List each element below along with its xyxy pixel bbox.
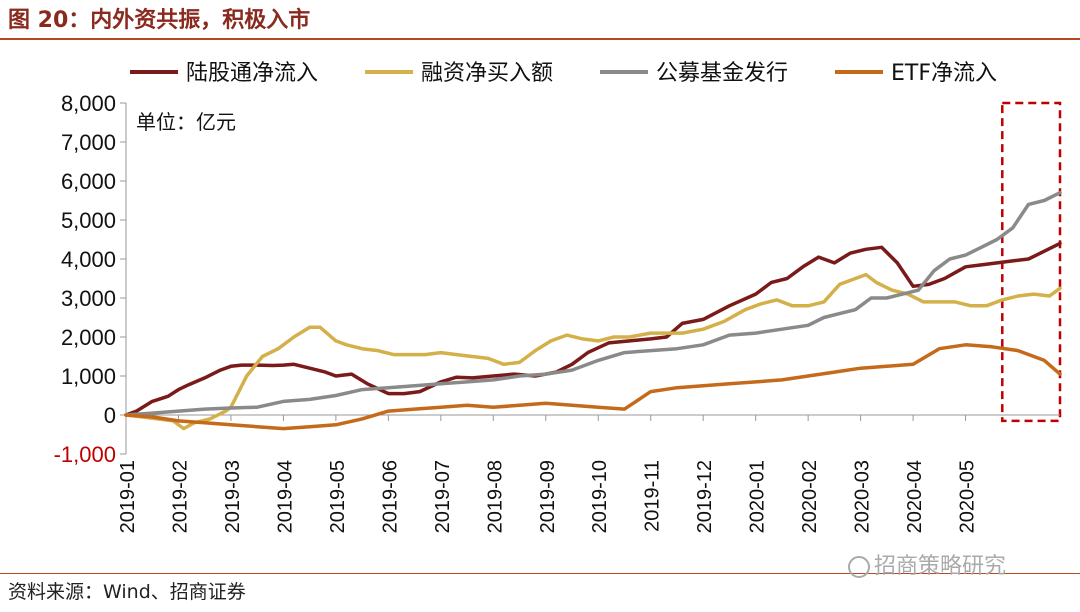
x-tick-label: 2019-03 — [222, 460, 244, 533]
chart-axes: 8,000 7,000 6,000 5,000 4,000 3,000 2,000 1,000… — [54, 91, 1060, 533]
unit-label: 单位：亿元 — [136, 110, 236, 134]
series-line-1 — [124, 241, 1062, 417]
y-tick-label: 3,000 — [61, 286, 116, 311]
chart-series — [124, 190, 1062, 431]
y-tick-label: 8,000 — [61, 91, 116, 116]
title-rule — [0, 38, 1080, 40]
x-tick-label: 2020-05 — [957, 460, 979, 533]
chart-legend: 陆股通净流入 融资净买入额 公募基金发行 ETF净流入 — [130, 61, 997, 86]
legend-label-4: ETF净流入 — [891, 61, 997, 86]
y-tick-label: 1,000 — [61, 364, 116, 389]
y-tick-label: 0 — [104, 403, 116, 428]
x-tick-label: 2020-01 — [747, 460, 769, 533]
x-tick-label: 2020-03 — [852, 460, 874, 533]
x-tick-label: 2020-02 — [799, 460, 821, 533]
y-tick-label: 4,000 — [61, 247, 116, 272]
x-tick-label: 2019-11 — [642, 460, 664, 532]
source-note: 资料来源：Wind、招商证券 — [8, 581, 246, 603]
x-tick-label: 2019-01 — [117, 460, 139, 533]
legend-label-3: 公募基金发行 — [656, 61, 788, 86]
legend-label-1: 陆股通净流入 — [186, 61, 318, 86]
watermark-text: 招商策略研究 — [874, 554, 1007, 579]
x-tick-label: 2019-06 — [379, 460, 401, 533]
x-tick-label: 2019-04 — [274, 460, 296, 533]
legend-label-2: 融资净买入额 — [421, 61, 553, 86]
x-tick-label: 2019-08 — [484, 460, 506, 533]
x-tick-label: 2019-02 — [169, 460, 191, 533]
x-tick-label: 2019-05 — [327, 460, 349, 533]
y-tick-label: 2,000 — [61, 325, 116, 350]
figure-title: 图 20：内外资共振，积极入市 — [8, 8, 311, 33]
x-tick-label: 2019-12 — [694, 460, 716, 533]
bottom-rule — [0, 573, 1080, 574]
y-tick-label: -1,000 — [54, 442, 116, 467]
y-tick-label: 7,000 — [61, 130, 116, 155]
x-tick-label: 2019-09 — [537, 460, 559, 533]
x-tick-label: 2019-10 — [589, 460, 611, 533]
series-line-3 — [124, 190, 1062, 417]
y-tick-label: 5,000 — [61, 208, 116, 233]
x-tick-label: 2019-07 — [432, 460, 454, 533]
watermark: 招商策略研究 — [848, 548, 1006, 580]
wechat-icon — [848, 556, 870, 578]
x-tick-label: 2020-04 — [904, 460, 926, 533]
series-line-4 — [124, 343, 1062, 431]
y-tick-label: 6,000 — [61, 169, 116, 194]
